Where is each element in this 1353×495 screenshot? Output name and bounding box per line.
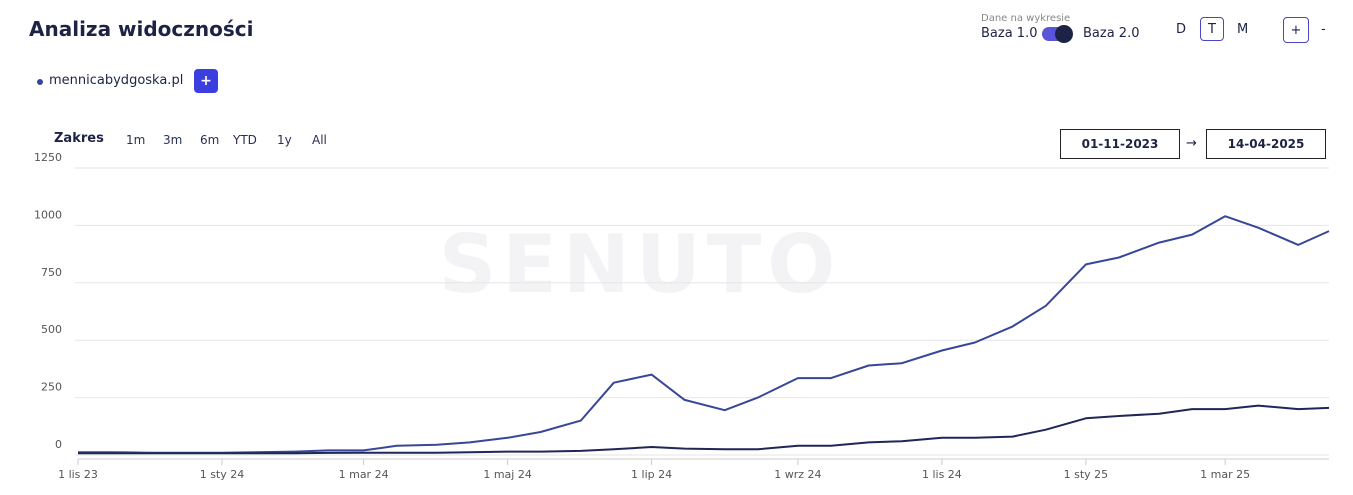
range-btn[interactable]: 1y xyxy=(277,133,292,147)
y-tick-label: 1000 xyxy=(34,208,62,221)
x-tick-label: 1 mar 25 xyxy=(1200,468,1250,481)
range-btn[interactable]: 1m xyxy=(126,133,146,147)
range-btn[interactable]: 6m xyxy=(200,133,220,147)
watermark: SENUTO xyxy=(439,218,842,311)
x-tick-label: 1 mar 24 xyxy=(339,468,389,481)
y-tick-label: 750 xyxy=(41,266,62,279)
date-from[interactable]: 01-11-2023 xyxy=(1060,129,1180,159)
x-tick-label: 1 sty 24 xyxy=(200,468,245,481)
series-line xyxy=(78,404,1330,455)
legend-label: mennicabydgoska.pl xyxy=(49,73,184,88)
date-arrow: → xyxy=(1186,136,1197,151)
x-tick-label: 1 wrz 24 xyxy=(774,468,821,481)
zoom-in[interactable]: + xyxy=(1283,17,1309,43)
x-tick-label: 1 lip 24 xyxy=(631,468,672,481)
y-tick-label: 250 xyxy=(41,381,62,394)
data-caption: Dane na wykresie xyxy=(981,13,1071,24)
range-btn[interactable]: All xyxy=(312,133,327,147)
range-label: Zakres xyxy=(54,131,104,146)
add-domain[interactable]: + xyxy=(194,69,218,93)
title: Analiza widoczności xyxy=(29,17,254,41)
toggle[interactable] xyxy=(1042,25,1073,43)
y-tick-label: 0 xyxy=(55,438,62,451)
range-btn[interactable]: YTD xyxy=(233,133,257,147)
gran-t[interactable]: T xyxy=(1200,17,1224,41)
gran-d[interactable]: D xyxy=(1176,22,1187,37)
x-tick-label: 1 lis 23 xyxy=(58,468,98,481)
x-tick-label: 1 lis 24 xyxy=(922,468,962,481)
chart: SENUTO 0 250 500 750 1000 1250 1 lis 23 1 sty 2… xyxy=(34,151,1330,481)
base-right[interactable]: Baza 2.0 xyxy=(1083,26,1140,41)
zoom-out[interactable]: - xyxy=(1321,22,1326,37)
series-line xyxy=(78,215,1330,454)
gran-m[interactable]: M xyxy=(1237,22,1249,37)
x-tick-label: 1 maj 24 xyxy=(483,468,532,481)
x-tick-label: 1 sty 25 xyxy=(1064,468,1109,481)
y-tick-label: 1250 xyxy=(34,151,62,164)
date-to[interactable]: 14-04-2025 xyxy=(1206,129,1326,159)
base-left[interactable]: Baza 1.0 xyxy=(981,26,1038,41)
legend-dot xyxy=(37,79,43,85)
y-tick-label: 500 xyxy=(41,323,62,336)
range-btn[interactable]: 3m xyxy=(163,133,183,147)
